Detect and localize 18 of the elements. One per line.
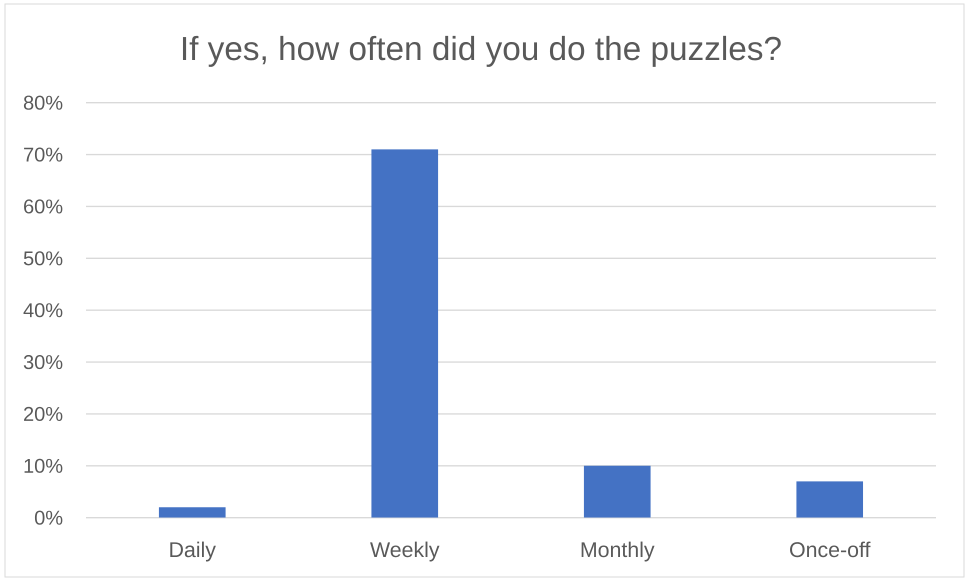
bar xyxy=(584,466,651,518)
x-tick-label: Daily xyxy=(170,542,216,562)
x-tick-label: Once-off xyxy=(790,542,870,558)
bar xyxy=(158,507,226,518)
chart-title: If yes, how often did you do the puzzles? xyxy=(182,36,781,67)
y-tick-label: 40% xyxy=(24,303,62,318)
x-tick-label: Monthly xyxy=(582,542,655,562)
y-tick-label: 70% xyxy=(24,147,62,162)
bar xyxy=(371,149,438,518)
y-tick-label: 60% xyxy=(24,199,62,214)
bar xyxy=(796,481,864,518)
y-tick-label: 50% xyxy=(24,251,62,266)
x-tick-label: Weekly xyxy=(370,542,440,562)
y-tick-label: 10% xyxy=(24,458,62,473)
y-tick-label: 0% xyxy=(34,510,62,525)
y-tick-label: 20% xyxy=(24,406,62,422)
y-tick-label: 80% xyxy=(24,96,62,110)
y-tick-label: 30% xyxy=(24,354,62,370)
